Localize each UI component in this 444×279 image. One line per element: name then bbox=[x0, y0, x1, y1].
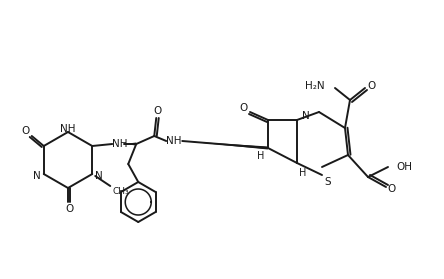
Text: H: H bbox=[257, 151, 264, 161]
Text: NH: NH bbox=[60, 124, 76, 134]
Text: O: O bbox=[22, 126, 30, 136]
Text: NH: NH bbox=[166, 136, 182, 146]
Text: NH: NH bbox=[112, 139, 128, 149]
Text: S: S bbox=[324, 177, 331, 187]
Text: N: N bbox=[302, 111, 310, 121]
Text: O: O bbox=[367, 81, 375, 91]
Text: O: O bbox=[239, 103, 247, 113]
Text: CH₃: CH₃ bbox=[112, 186, 129, 196]
Text: O: O bbox=[65, 204, 73, 214]
Text: O: O bbox=[153, 106, 161, 116]
Text: N: N bbox=[95, 171, 103, 181]
Text: N: N bbox=[33, 171, 41, 181]
Text: OH: OH bbox=[396, 162, 412, 172]
Text: O: O bbox=[388, 184, 396, 194]
Text: H₂N: H₂N bbox=[305, 81, 325, 91]
Text: H: H bbox=[299, 168, 306, 178]
Polygon shape bbox=[182, 141, 268, 150]
Polygon shape bbox=[124, 143, 136, 146]
